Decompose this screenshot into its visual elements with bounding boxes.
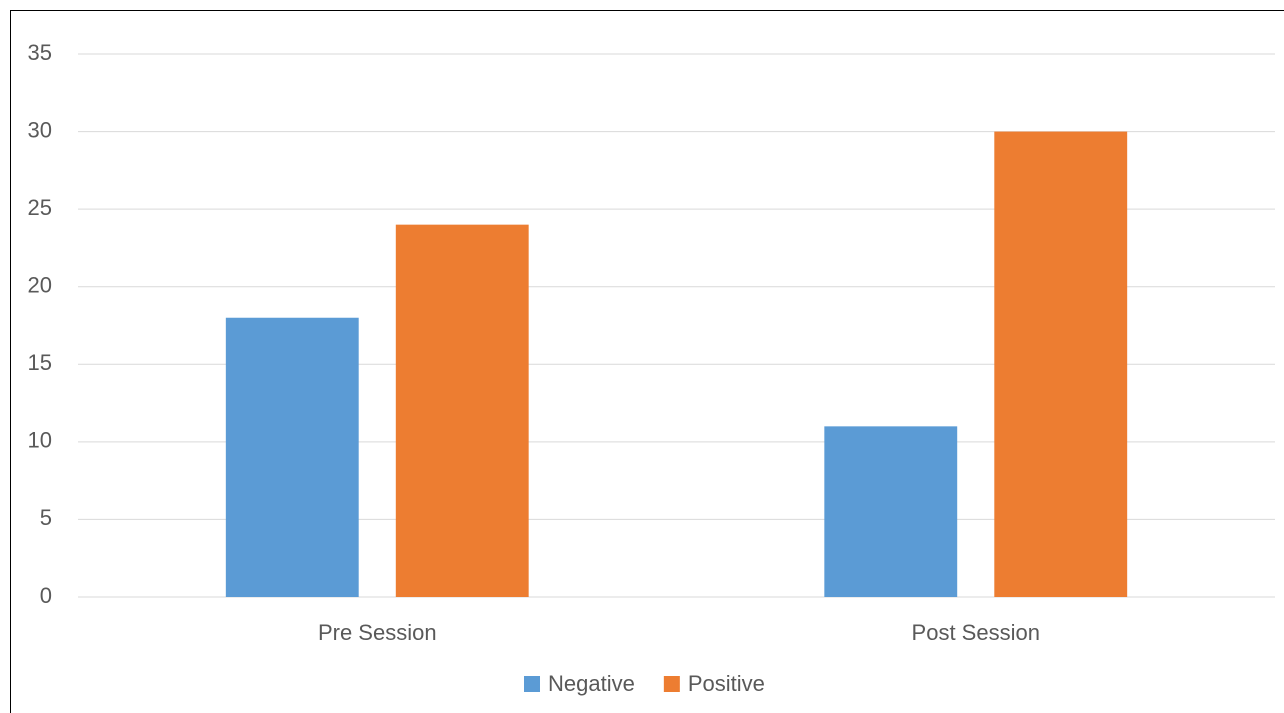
x-tick-label: Pre Session	[318, 620, 437, 645]
x-tick-label: Post Session	[912, 620, 1040, 645]
y-tick-label: 0	[40, 583, 52, 608]
y-tick-label: 30	[28, 117, 52, 142]
legend-label: Positive	[688, 671, 765, 696]
legend-label: Negative	[548, 671, 635, 696]
y-tick-label: 25	[28, 195, 52, 220]
legend-swatch	[524, 676, 540, 692]
bar	[225, 317, 359, 597]
bar	[994, 131, 1128, 598]
y-tick-label: 20	[28, 273, 52, 298]
bar	[824, 426, 958, 597]
y-tick-label: 15	[28, 350, 52, 375]
legend-swatch	[663, 676, 680, 692]
y-tick-label: 10	[28, 428, 52, 453]
bar	[395, 224, 529, 597]
y-tick-label: 5	[40, 505, 52, 530]
y-tick-label: 35	[28, 40, 52, 65]
